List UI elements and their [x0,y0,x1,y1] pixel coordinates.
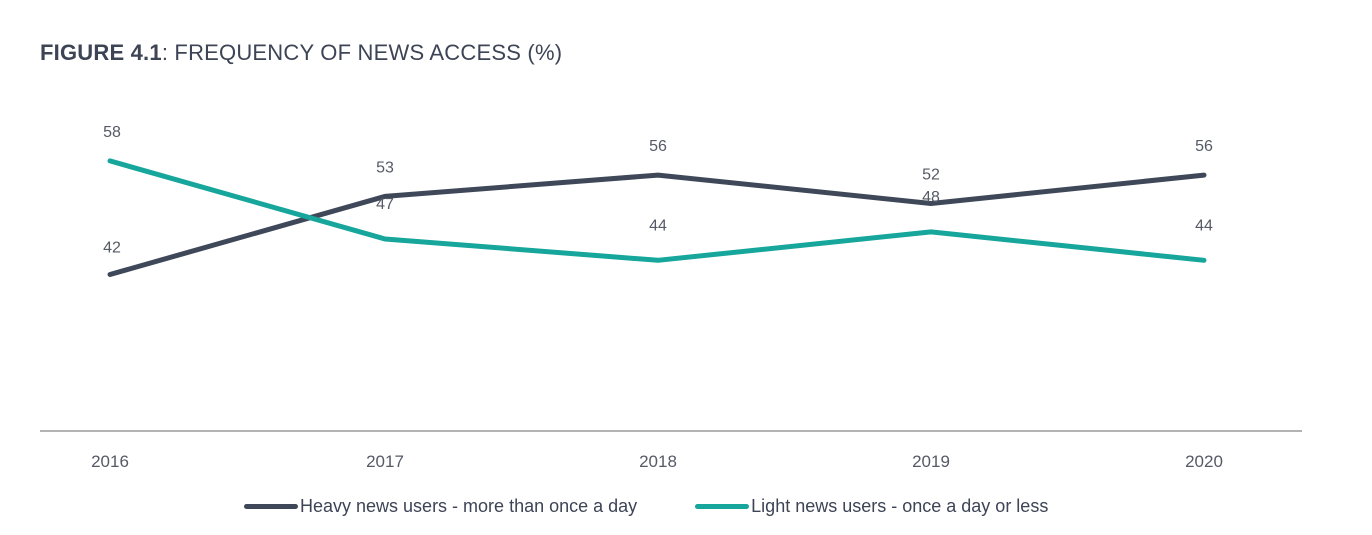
legend-swatch-light [695,504,750,509]
data-label-light-2019: 48 [922,189,940,206]
x-tick-label-2019: 2019 [912,452,950,471]
data-label-light-2018: 44 [649,217,667,234]
data-label-light-2017: 47 [376,196,394,213]
data-label-light-2016: 58 [103,124,121,141]
data-label-heavy-2016: 42 [103,240,121,257]
data-label-heavy-2020: 56 [1195,138,1213,155]
legend-label-heavy: Heavy news users - more than once a day [300,496,638,516]
series-line-heavy [107,172,1207,277]
legend-item-heavy: Heavy news users - more than once a day [244,496,637,517]
series-line-light [107,158,1207,263]
legend-label-light: Light news users - once a day or less [751,496,1049,516]
x-tick-label-2018: 2018 [639,452,677,471]
data-label-heavy-2019: 52 [922,167,940,184]
data-label-heavy-2017: 53 [376,159,394,176]
legend-item-light: Light news users - once a day or less [695,496,1048,517]
x-tick-label-2020: 2020 [1185,452,1223,471]
x-tick-label-2016: 2016 [91,452,129,471]
data-label-heavy-2018: 56 [649,138,667,155]
data-label-light-2020: 44 [1195,217,1213,234]
chart-title: FIGURE 4.1: FREQUENCY OF NEWS ACCESS (%) [40,40,562,66]
legend: Heavy news users - more than once a day … [244,496,1106,517]
chart-title-lead: FIGURE 4.1 [40,40,162,65]
chart-title-rest: : FREQUENCY OF NEWS ACCESS (%) [161,40,563,65]
legend-swatch-heavy [244,504,298,509]
x-tick-label-2017: 2017 [366,452,404,471]
